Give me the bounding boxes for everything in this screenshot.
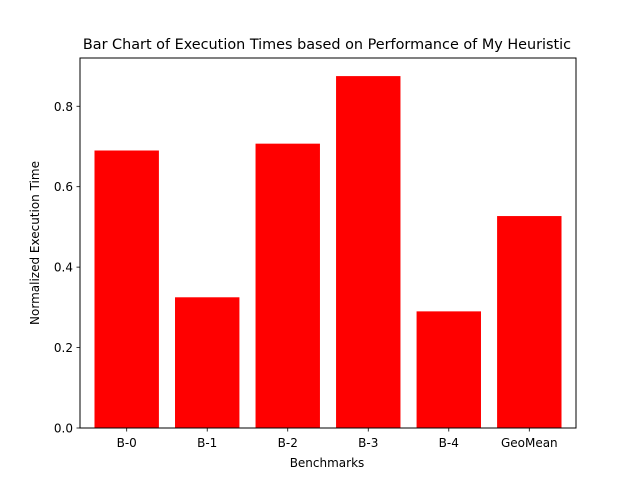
- y-tick-label: 0.2: [54, 341, 73, 355]
- bar-b-2: [255, 143, 320, 429]
- plot-frame: [79, 57, 577, 429]
- y-tick-label: 0.6: [54, 180, 73, 194]
- bar-b-0: [94, 150, 159, 428]
- bar-b-1: [175, 297, 240, 428]
- y-tick-label: 0.8: [54, 100, 73, 114]
- bar-b-3: [336, 76, 401, 428]
- bar-geomean: [497, 216, 562, 428]
- bar-b-4: [416, 311, 481, 428]
- x-tick-label: B-3: [358, 436, 378, 450]
- bars-group: [94, 76, 562, 429]
- x-tick-label: B-2: [278, 436, 298, 450]
- x-tick-label: B-0: [117, 436, 137, 450]
- x-tick-label: B-1: [197, 436, 217, 450]
- y-tick-label: 0.0: [54, 422, 73, 436]
- x-tick-label: GeoMean: [501, 436, 558, 450]
- y-tick-label: 0.4: [54, 261, 73, 275]
- chart-title: Bar Chart of Execution Times based on Pe…: [83, 37, 571, 53]
- y-axis: 0.0 0.2 0.4 0.6 0.8: [54, 100, 80, 436]
- y-axis-label: Normalized Execution Time: [28, 161, 42, 325]
- x-axis: B-0 B-1 B-2 B-3 B-4 GeoMean: [117, 428, 558, 450]
- x-axis-label: Benchmarks: [290, 456, 365, 470]
- x-tick-label: B-4: [439, 436, 459, 450]
